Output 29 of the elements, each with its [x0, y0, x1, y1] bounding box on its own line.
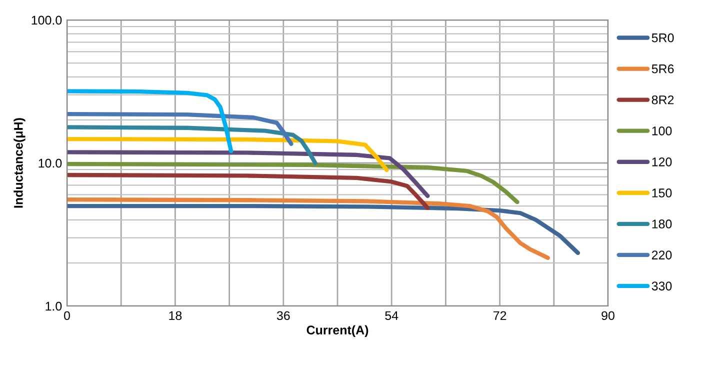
x-axis-title: Current(A)	[306, 325, 368, 337]
y-axis-title: Inductance(μH)	[14, 118, 26, 208]
y-tick-label: 1.0	[46, 302, 62, 311]
line-series	[67, 204, 580, 256]
x-tick-label: 0	[64, 311, 70, 320]
x-tick-label: 36	[276, 311, 290, 320]
y-tick-label: 100.0	[32, 16, 62, 25]
line-series	[67, 112, 294, 146]
line-series	[67, 150, 430, 198]
legend-label: 120	[652, 158, 672, 166]
x-tick-label: 18	[169, 311, 182, 320]
legend-label: 150	[652, 188, 672, 198]
legend-label: 8R2	[652, 95, 674, 104]
legend-label: 100	[652, 126, 672, 136]
line-series	[67, 89, 234, 154]
x-tick-label: 90	[602, 311, 614, 320]
line-series	[67, 125, 318, 166]
line-series	[67, 136, 389, 172]
line-series	[67, 162, 520, 204]
legend-label: 5R0	[652, 33, 674, 42]
line-series	[67, 197, 550, 260]
legend-label: 5R6	[652, 64, 674, 74]
line-series	[67, 172, 430, 210]
x-tick-label: 54	[385, 311, 398, 320]
x-tick-label: 72	[493, 311, 506, 320]
legend-label: 330	[652, 282, 672, 290]
legend-label: 180	[652, 220, 672, 228]
y-tick-label: 10.0	[38, 158, 62, 168]
legend-label: 220	[652, 250, 672, 260]
